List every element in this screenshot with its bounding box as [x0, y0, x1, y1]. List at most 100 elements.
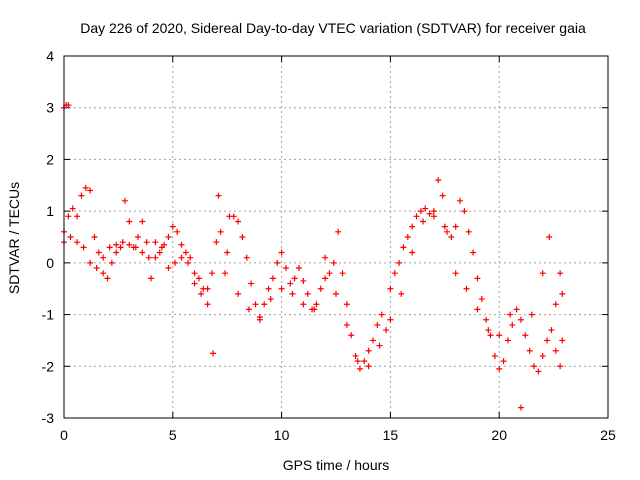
data-point: [204, 285, 211, 292]
data-point: [178, 254, 185, 261]
data-point: [343, 321, 350, 328]
data-point: [108, 259, 115, 266]
data-point: [507, 311, 514, 318]
data-point: [500, 358, 507, 365]
data-point: [526, 347, 533, 354]
x-tick-label: 5: [169, 427, 177, 443]
data-point: [174, 228, 181, 235]
data-point: [235, 290, 242, 297]
data-point: [65, 102, 72, 109]
data-point: [409, 223, 416, 230]
data-point: [487, 332, 494, 339]
data-point: [322, 275, 329, 282]
data-point: [93, 265, 100, 272]
data-point: [448, 234, 455, 240]
data-point: [82, 184, 89, 191]
data-point: [313, 301, 320, 308]
data-point: [485, 327, 492, 334]
data-point: [413, 213, 420, 220]
data-point: [557, 270, 564, 277]
y-tick-label: 1: [46, 203, 54, 219]
data-point: [143, 239, 150, 246]
data-point: [513, 306, 520, 313]
data-point: [396, 259, 403, 266]
data-point: [474, 275, 481, 282]
data-point: [300, 301, 307, 308]
data-point: [296, 265, 303, 272]
data-point: [354, 358, 361, 365]
data-point: [348, 332, 355, 339]
data-point: [185, 259, 192, 266]
data-point: [278, 249, 285, 256]
data-point: [422, 205, 429, 212]
data-point: [376, 342, 383, 349]
data-point: [126, 218, 133, 225]
data-point: [517, 404, 524, 411]
plot-frame: [63, 55, 609, 419]
data-point: [217, 228, 224, 235]
data-point: [496, 365, 503, 372]
data-point: [400, 244, 407, 251]
x-tick-label: 0: [60, 427, 68, 443]
data-point: [113, 241, 120, 248]
data-point: [557, 363, 564, 370]
data-point: [304, 290, 311, 297]
data-point: [269, 275, 276, 282]
data-point: [171, 259, 178, 266]
data-point: [552, 347, 559, 354]
data-point: [435, 177, 442, 184]
data-point: [461, 208, 468, 215]
data-point: [252, 301, 259, 308]
x-tick-label: 10: [274, 427, 290, 443]
y-tick-label: 2: [46, 151, 54, 167]
grid: [64, 56, 608, 418]
y-tick-label: 4: [46, 48, 54, 64]
y-axis-label: SDTVAR / TECUs: [6, 182, 22, 294]
data-point: [374, 321, 381, 328]
data-point: [559, 337, 566, 344]
data-point: [369, 337, 376, 344]
data-point: [517, 316, 524, 323]
data-point: [278, 285, 285, 292]
data-point: [559, 290, 566, 297]
data-point: [248, 280, 255, 287]
x-tick-label: 20: [491, 427, 507, 443]
chart-title: Day 226 of 2020, Sidereal Day-to-day VTE…: [80, 20, 586, 36]
data-point: [91, 234, 98, 240]
data-point: [245, 306, 252, 313]
x-tick-label: 15: [383, 427, 399, 443]
y-tick-label: -1: [42, 307, 55, 323]
data-point: [158, 244, 165, 251]
data-point: [198, 290, 205, 297]
data-point: [239, 234, 246, 240]
data-point: [100, 270, 107, 277]
data-point: [289, 290, 296, 297]
data-point: [352, 352, 359, 359]
data-point: [195, 275, 202, 282]
data-point: [441, 223, 448, 230]
data-point: [300, 277, 307, 284]
data-point: [267, 296, 274, 303]
data-point: [343, 301, 350, 308]
data-point: [100, 254, 107, 261]
data-point: [80, 244, 87, 251]
data-point: [165, 234, 172, 240]
data-point: [439, 192, 446, 199]
data-point: [420, 218, 427, 225]
data-point: [539, 270, 546, 277]
data-point: [87, 187, 94, 194]
data-point: [509, 321, 516, 328]
data-point: [67, 234, 74, 240]
x-tick-label: 25: [600, 427, 616, 443]
data-point: [134, 234, 141, 240]
data-point: [430, 208, 437, 215]
data-point: [210, 350, 217, 357]
data-point: [365, 363, 372, 370]
data-point: [546, 234, 553, 240]
data-point: [335, 228, 342, 235]
data-point: [148, 275, 155, 282]
data-point: [457, 197, 464, 204]
y-tick-label: 3: [46, 100, 54, 116]
y-tick-label: -2: [42, 358, 55, 374]
